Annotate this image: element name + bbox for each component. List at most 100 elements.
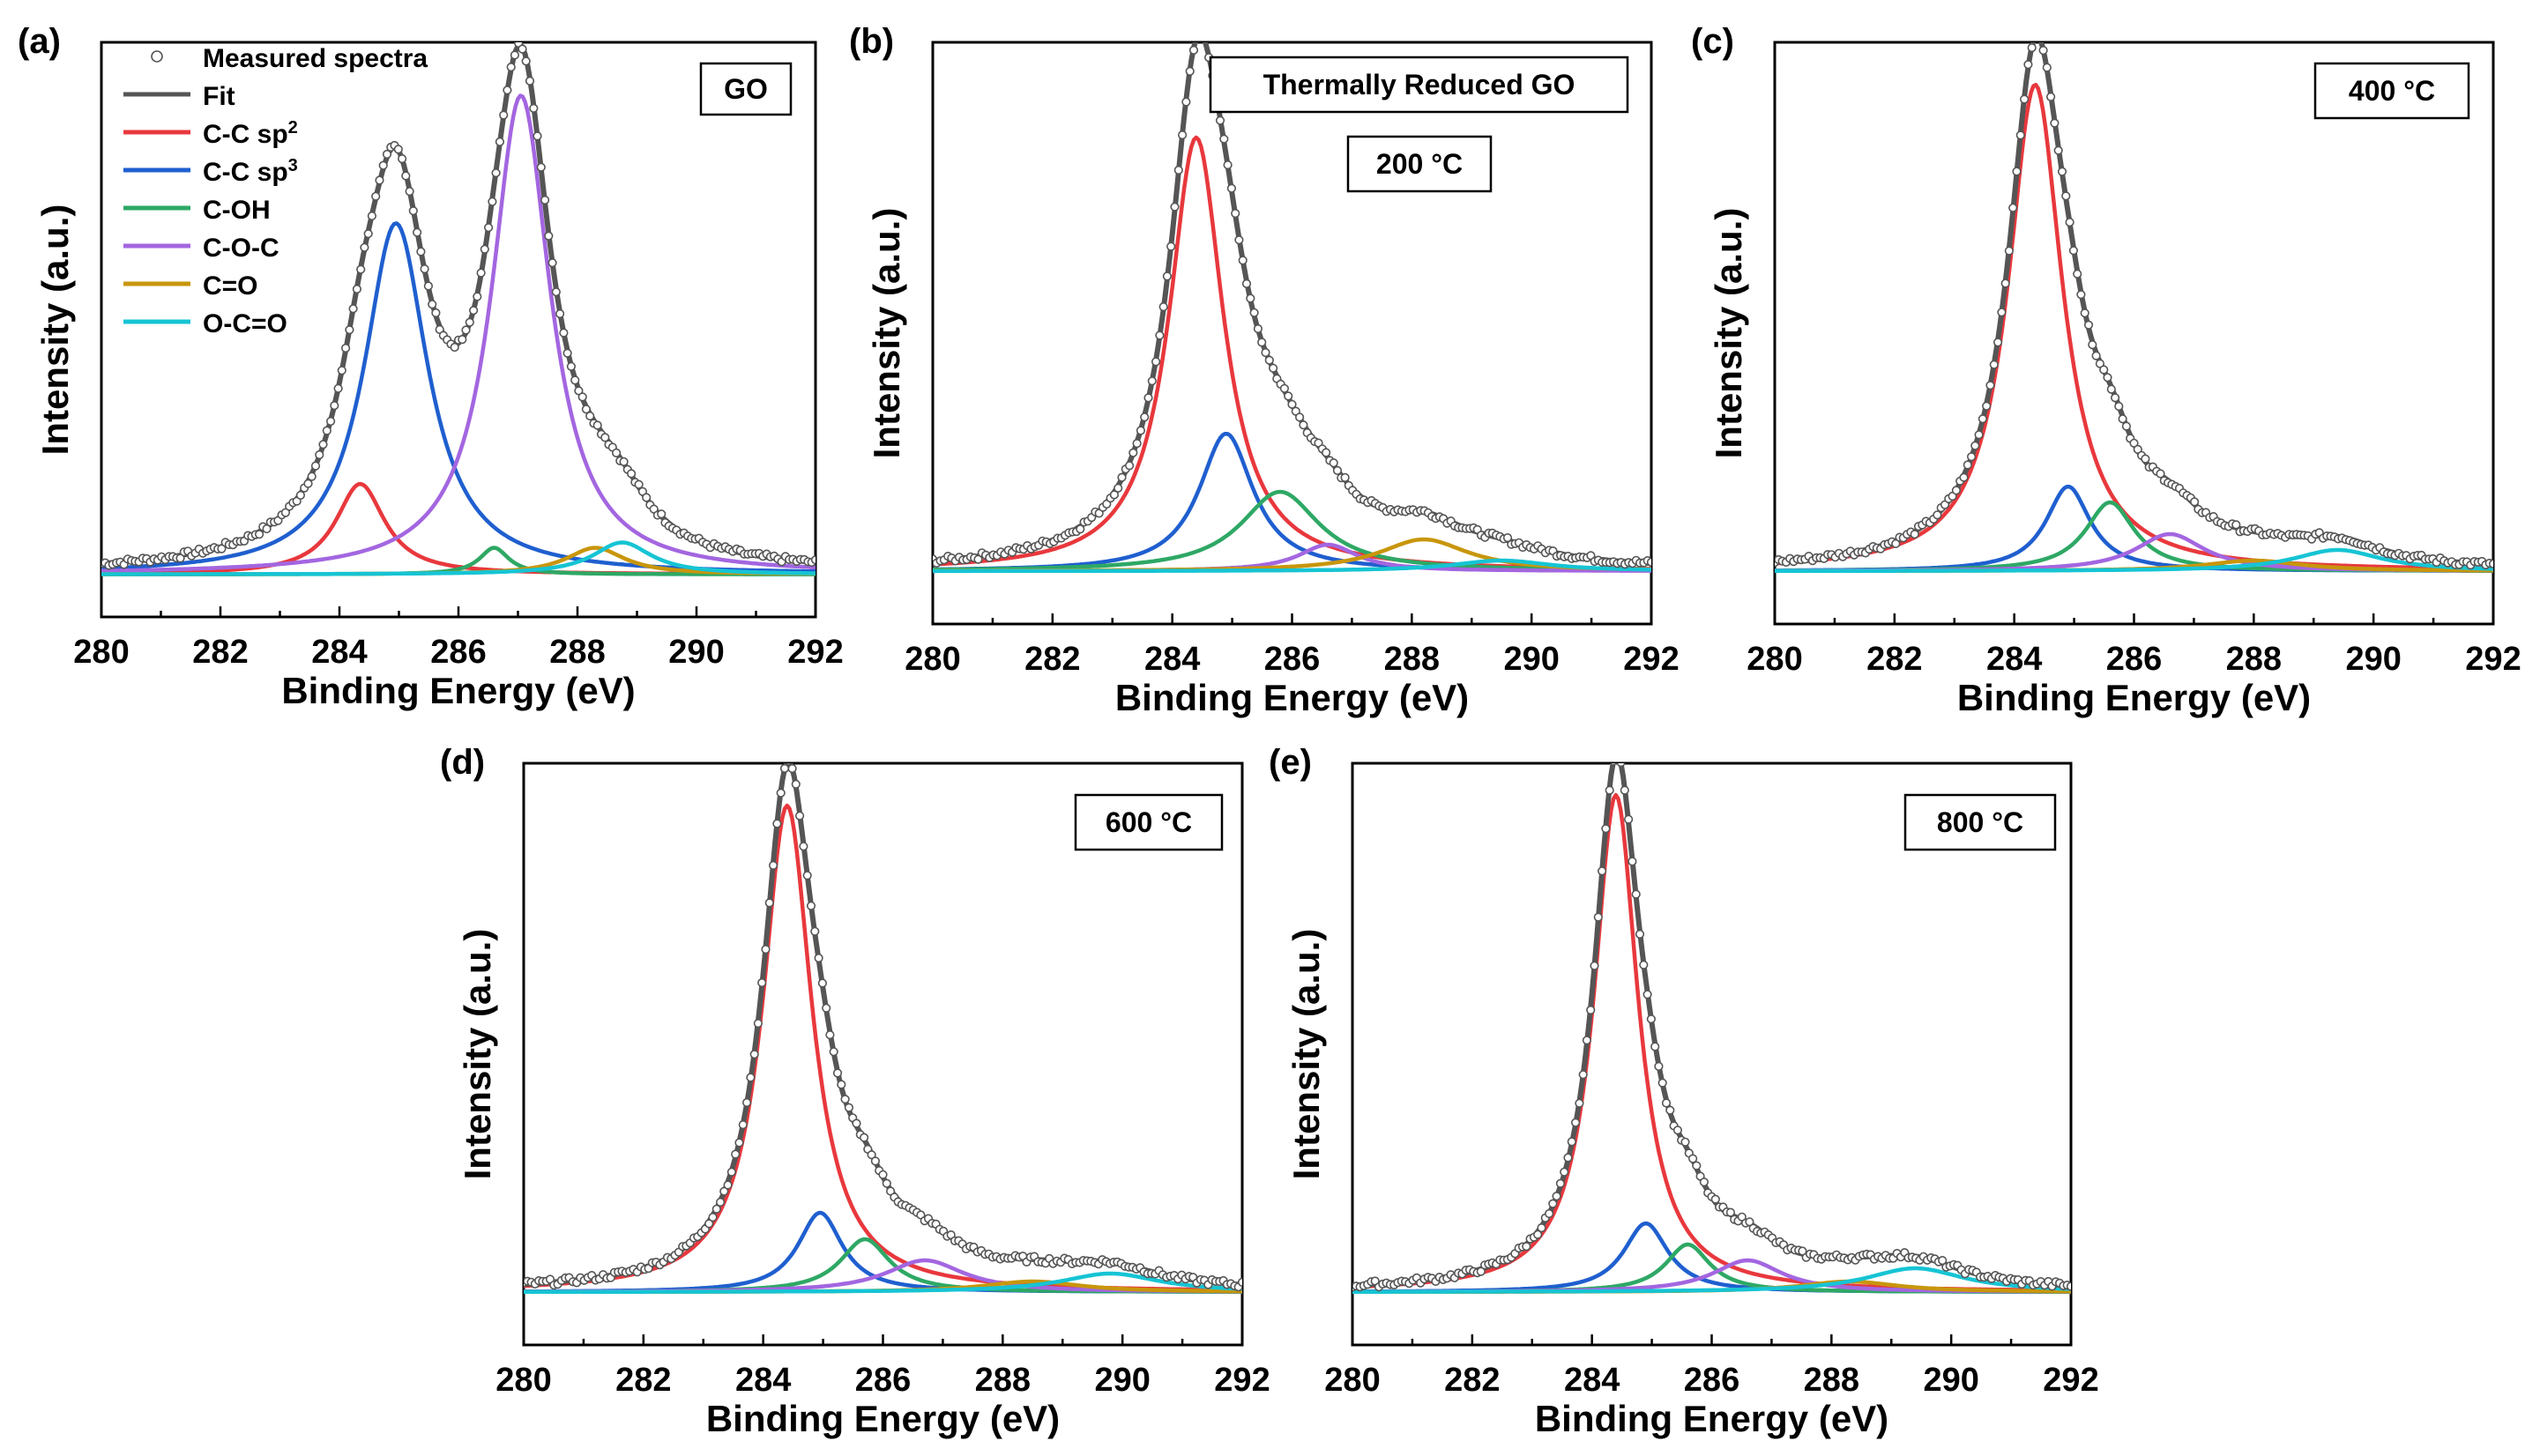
x-tick-label: 290: [1923, 1362, 1978, 1399]
measured-point: [1238, 256, 1248, 265]
measured-point: [1476, 1267, 1486, 1276]
measured-point: [772, 819, 782, 828]
measured-point: [393, 145, 403, 154]
measured-point: [2004, 246, 2014, 256]
measured-point: [555, 308, 565, 319]
measured-point: [1910, 529, 1919, 539]
series-c-c-sp2-line: [524, 803, 1242, 1292]
measured-point: [326, 416, 336, 427]
measured-point: [2099, 365, 2109, 375]
chart-panel-3: 280 282 284 286 288 290 292 Binding Energy (eV)…: [440, 743, 1270, 1439]
series-o-c-o-line: [524, 1271, 1242, 1295]
x-tick-label: 288: [549, 634, 605, 671]
measured-point: [779, 763, 790, 774]
legend-label-text: C=O: [203, 271, 258, 301]
legend-label-text: C-C sp: [203, 120, 288, 149]
x-tick-label: 286: [855, 1362, 911, 1399]
x-tick-label: 290: [1503, 641, 1559, 678]
panel-letter: (a): [18, 22, 61, 61]
measured-point: [1985, 381, 1995, 390]
measured-point: [337, 366, 346, 375]
measured-point: [1665, 1105, 1675, 1115]
measured-point: [810, 555, 816, 565]
panel-letter: (b): [849, 22, 894, 61]
measured-point: [1639, 960, 1649, 969]
measured-point: [2118, 414, 2127, 424]
measured-point: [1963, 460, 1972, 470]
measured-point: [1533, 1229, 1543, 1239]
x-tick-label: 292: [2043, 1362, 2098, 1399]
x-tick-label: 286: [1264, 641, 1320, 678]
measured-point: [1710, 1194, 1720, 1204]
annotation-box: [2313, 62, 2470, 120]
measured-point: [310, 461, 321, 471]
measured-point: [1605, 785, 1614, 795]
measured-point: [2065, 218, 2074, 227]
measured-point: [1642, 990, 1652, 999]
measured-point: [1223, 160, 1233, 170]
x-axis-title: Binding Energy (eV): [281, 670, 635, 711]
measured-point: [1177, 130, 1188, 140]
x-tick-label: 288: [2226, 641, 2282, 678]
measured-point: [1548, 1199, 1558, 1208]
measured-point: [806, 901, 816, 910]
measured-point: [1601, 824, 1611, 834]
measured-point: [1124, 461, 1135, 471]
legend-label: O-C=O: [203, 309, 287, 338]
legend-label: C-C sp2: [203, 118, 298, 149]
measured-point: [1959, 472, 1969, 482]
measured-point: [840, 1095, 850, 1104]
legend-label: C-OH: [203, 196, 271, 225]
x-axis-title: Binding Energy (eV): [1957, 677, 2311, 718]
x-tick-label: 282: [1444, 1362, 1500, 1399]
measured-point: [262, 524, 272, 534]
legend-label-text: Fit: [203, 82, 235, 111]
measured-point: [2080, 308, 2089, 318]
measured-point: [1680, 1137, 1690, 1147]
measured-point: [423, 281, 434, 291]
measured-point: [2020, 94, 2030, 104]
measured-point: [461, 325, 471, 335]
measured-point: [1219, 134, 1229, 144]
measured-point: [420, 264, 429, 274]
measured-point: [825, 1029, 835, 1040]
measured-point: [540, 195, 550, 205]
measured-point: [787, 763, 797, 774]
measured-point: [2083, 320, 2094, 330]
measured-point: [1268, 363, 1278, 373]
measured-point: [1555, 1178, 1565, 1188]
fit-line: [933, 42, 1651, 567]
x-tick-label: 284: [1986, 641, 2042, 678]
plot-area: [933, 42, 1651, 574]
measured-point: [491, 168, 501, 178]
measured-point: [1143, 393, 1153, 403]
measured-point: [802, 871, 812, 880]
measured-point: [1544, 1208, 1554, 1219]
measured-point: [1646, 557, 1651, 567]
measured-point: [1537, 1222, 1546, 1233]
measured-point: [322, 426, 331, 435]
series-o-c-o-line: [1775, 547, 2493, 574]
measured-point: [1188, 45, 1199, 56]
measured-point: [1155, 331, 1165, 340]
measured-point: [1993, 338, 2003, 347]
measured-point: [1253, 323, 1263, 334]
measured-point: [378, 160, 388, 170]
measured-point: [495, 137, 505, 146]
measured-point: [761, 944, 771, 955]
annotation-label: Thermally Reduced GO: [1263, 69, 1575, 100]
x-axis-title: Binding Energy (eV): [706, 1398, 1060, 1439]
legend-label-text: Measured spectra: [203, 44, 428, 73]
measured-point: [1241, 279, 1252, 289]
x-axis-title: Binding Energy (eV): [1535, 1398, 1888, 1439]
measured-point: [837, 1080, 846, 1089]
x-tick-label: 286: [430, 634, 486, 671]
measured-point: [1329, 458, 1338, 468]
measured-point: [1951, 486, 1961, 495]
measured-point: [2046, 92, 2056, 101]
measured-point: [1631, 889, 1641, 899]
measured-point: [518, 44, 527, 54]
x-tick-label: 284: [735, 1362, 791, 1399]
measured-point: [817, 978, 828, 988]
